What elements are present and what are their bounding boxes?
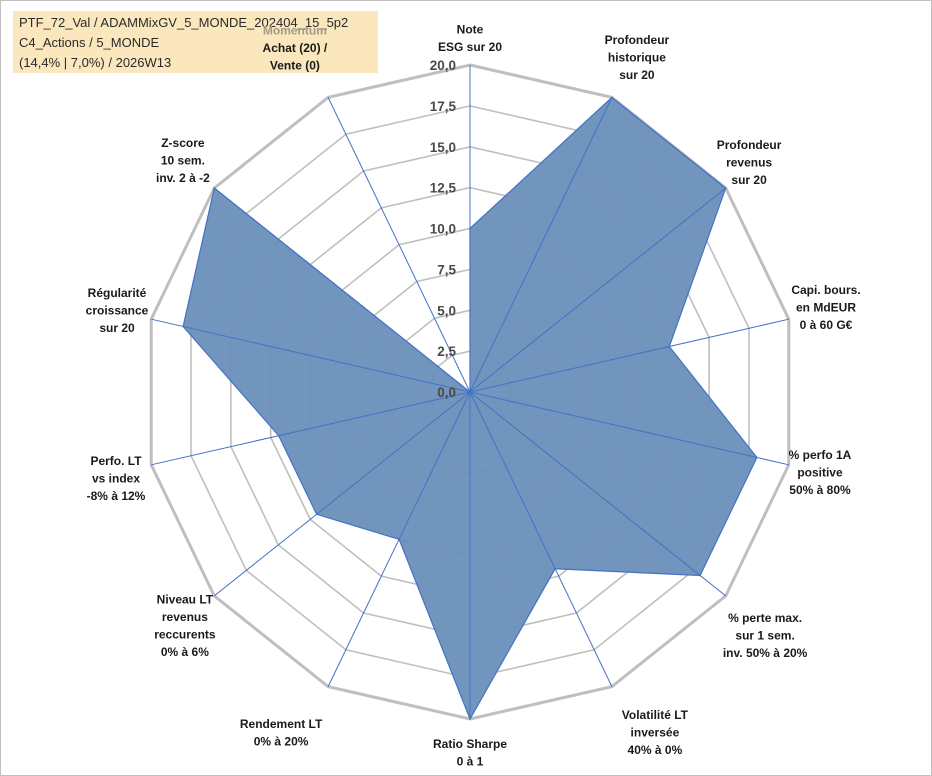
data-point	[611, 96, 613, 99]
data-point	[182, 325, 184, 328]
axis-label: sur 20	[619, 68, 655, 82]
axis-label: Profondeur	[717, 138, 782, 152]
data-point	[724, 187, 727, 189]
axis-spoke	[469, 391, 727, 597]
data-point	[398, 538, 400, 541]
data-point	[213, 187, 216, 189]
axis-spoke	[469, 391, 613, 687]
tick-label: 20,0	[430, 58, 456, 73]
tick-label: 12,5	[430, 181, 457, 196]
axis-label: Achat (20) /	[263, 41, 328, 55]
axis-label: Capi. bours.	[791, 283, 860, 297]
tick-label: 2,5	[437, 344, 456, 359]
axis-label: vs index	[92, 471, 140, 485]
axis-label: -8% à 12%	[87, 489, 146, 503]
portfolio-info-box: PTF_72_Val / ADAMMixGV_5_MONDE_202404_15…	[13, 11, 378, 73]
axis-spoke	[327, 97, 471, 393]
axis-label: Profondeur	[605, 33, 670, 47]
axis-spoke	[469, 318, 789, 393]
axis-label: 50% à 80%	[789, 483, 851, 497]
tick-label: 10,0	[430, 222, 456, 237]
tick-label: 5,0	[437, 303, 456, 318]
axis-label: sur 20	[731, 173, 767, 187]
data-point	[554, 568, 556, 570]
axis-spoke	[151, 318, 471, 393]
axis-spoke	[469, 187, 727, 393]
axis-label: % perfo 1A	[789, 448, 852, 462]
tick-label: 0,0	[437, 385, 456, 400]
axis-label: Ratio Sharpe	[433, 737, 507, 751]
tick-label: 17,5	[430, 99, 457, 114]
axis-label: 10 sem.	[161, 153, 205, 167]
axis-label: historique	[608, 50, 666, 64]
tick-label: 7,5	[437, 262, 456, 277]
axis-label: en MdEUR	[796, 301, 856, 315]
axis-label: inv. 2 à -2	[156, 171, 210, 185]
axis-label: Rendement LT	[240, 717, 323, 731]
axis-label: Niveau LT	[157, 592, 214, 606]
axis-label: 40% à 0%	[628, 743, 683, 757]
data-point	[469, 227, 471, 230]
data-point	[756, 456, 758, 459]
portfolio-info-line1: PTF_72_Val / ADAMMixGV_5_MONDE_202404_15…	[19, 15, 349, 30]
axis-label: Note	[457, 23, 484, 37]
axis-label: 0 à 60 G€	[800, 318, 853, 332]
data-point	[277, 434, 280, 437]
axis-label: inv. 50% à 20%	[723, 646, 808, 660]
portfolio-info-line2: C4_Actions / 5_MONDE	[19, 35, 160, 50]
portfolio-info-line3: (14,4% | 7,0%) / 2026W13	[19, 55, 172, 70]
axis-label: Régularité	[88, 286, 147, 300]
axis-spoke	[151, 391, 471, 466]
axis-label: Perfo. LT	[90, 454, 142, 468]
data-point	[699, 574, 701, 577]
axis-label: revenus	[162, 610, 208, 624]
axis-label: Vente (0)	[270, 58, 320, 72]
data-point	[315, 513, 318, 516]
axis-label: 0% à 6%	[161, 645, 209, 659]
axis-label: ESG sur 20	[438, 40, 502, 54]
axis-label: inversée	[631, 726, 680, 740]
axis-label: croissance	[86, 304, 149, 318]
axis-label: Momentum	[263, 23, 327, 37]
data-point	[668, 345, 671, 348]
axis-spoke	[213, 187, 471, 393]
axis-spoke	[469, 391, 789, 466]
axis-label: % perte max.	[728, 611, 802, 625]
axis-label: sur 20	[99, 321, 135, 335]
axis-label: revenus	[726, 155, 772, 169]
axis-label: Z-score	[161, 136, 205, 150]
axis-label: reccurents	[154, 627, 216, 641]
axis-label: positive	[797, 465, 843, 479]
axis-label: Volatilité LT	[622, 708, 689, 722]
axis-label: sur 1 sem.	[735, 629, 794, 643]
data-point	[469, 391, 471, 393]
data-point	[469, 718, 471, 720]
axis-spoke	[213, 391, 471, 597]
axis-label: 0 à 1	[457, 755, 484, 769]
tick-label: 15,0	[430, 140, 456, 155]
axis-label: 0% à 20%	[254, 734, 309, 748]
axis-spoke	[469, 97, 613, 393]
